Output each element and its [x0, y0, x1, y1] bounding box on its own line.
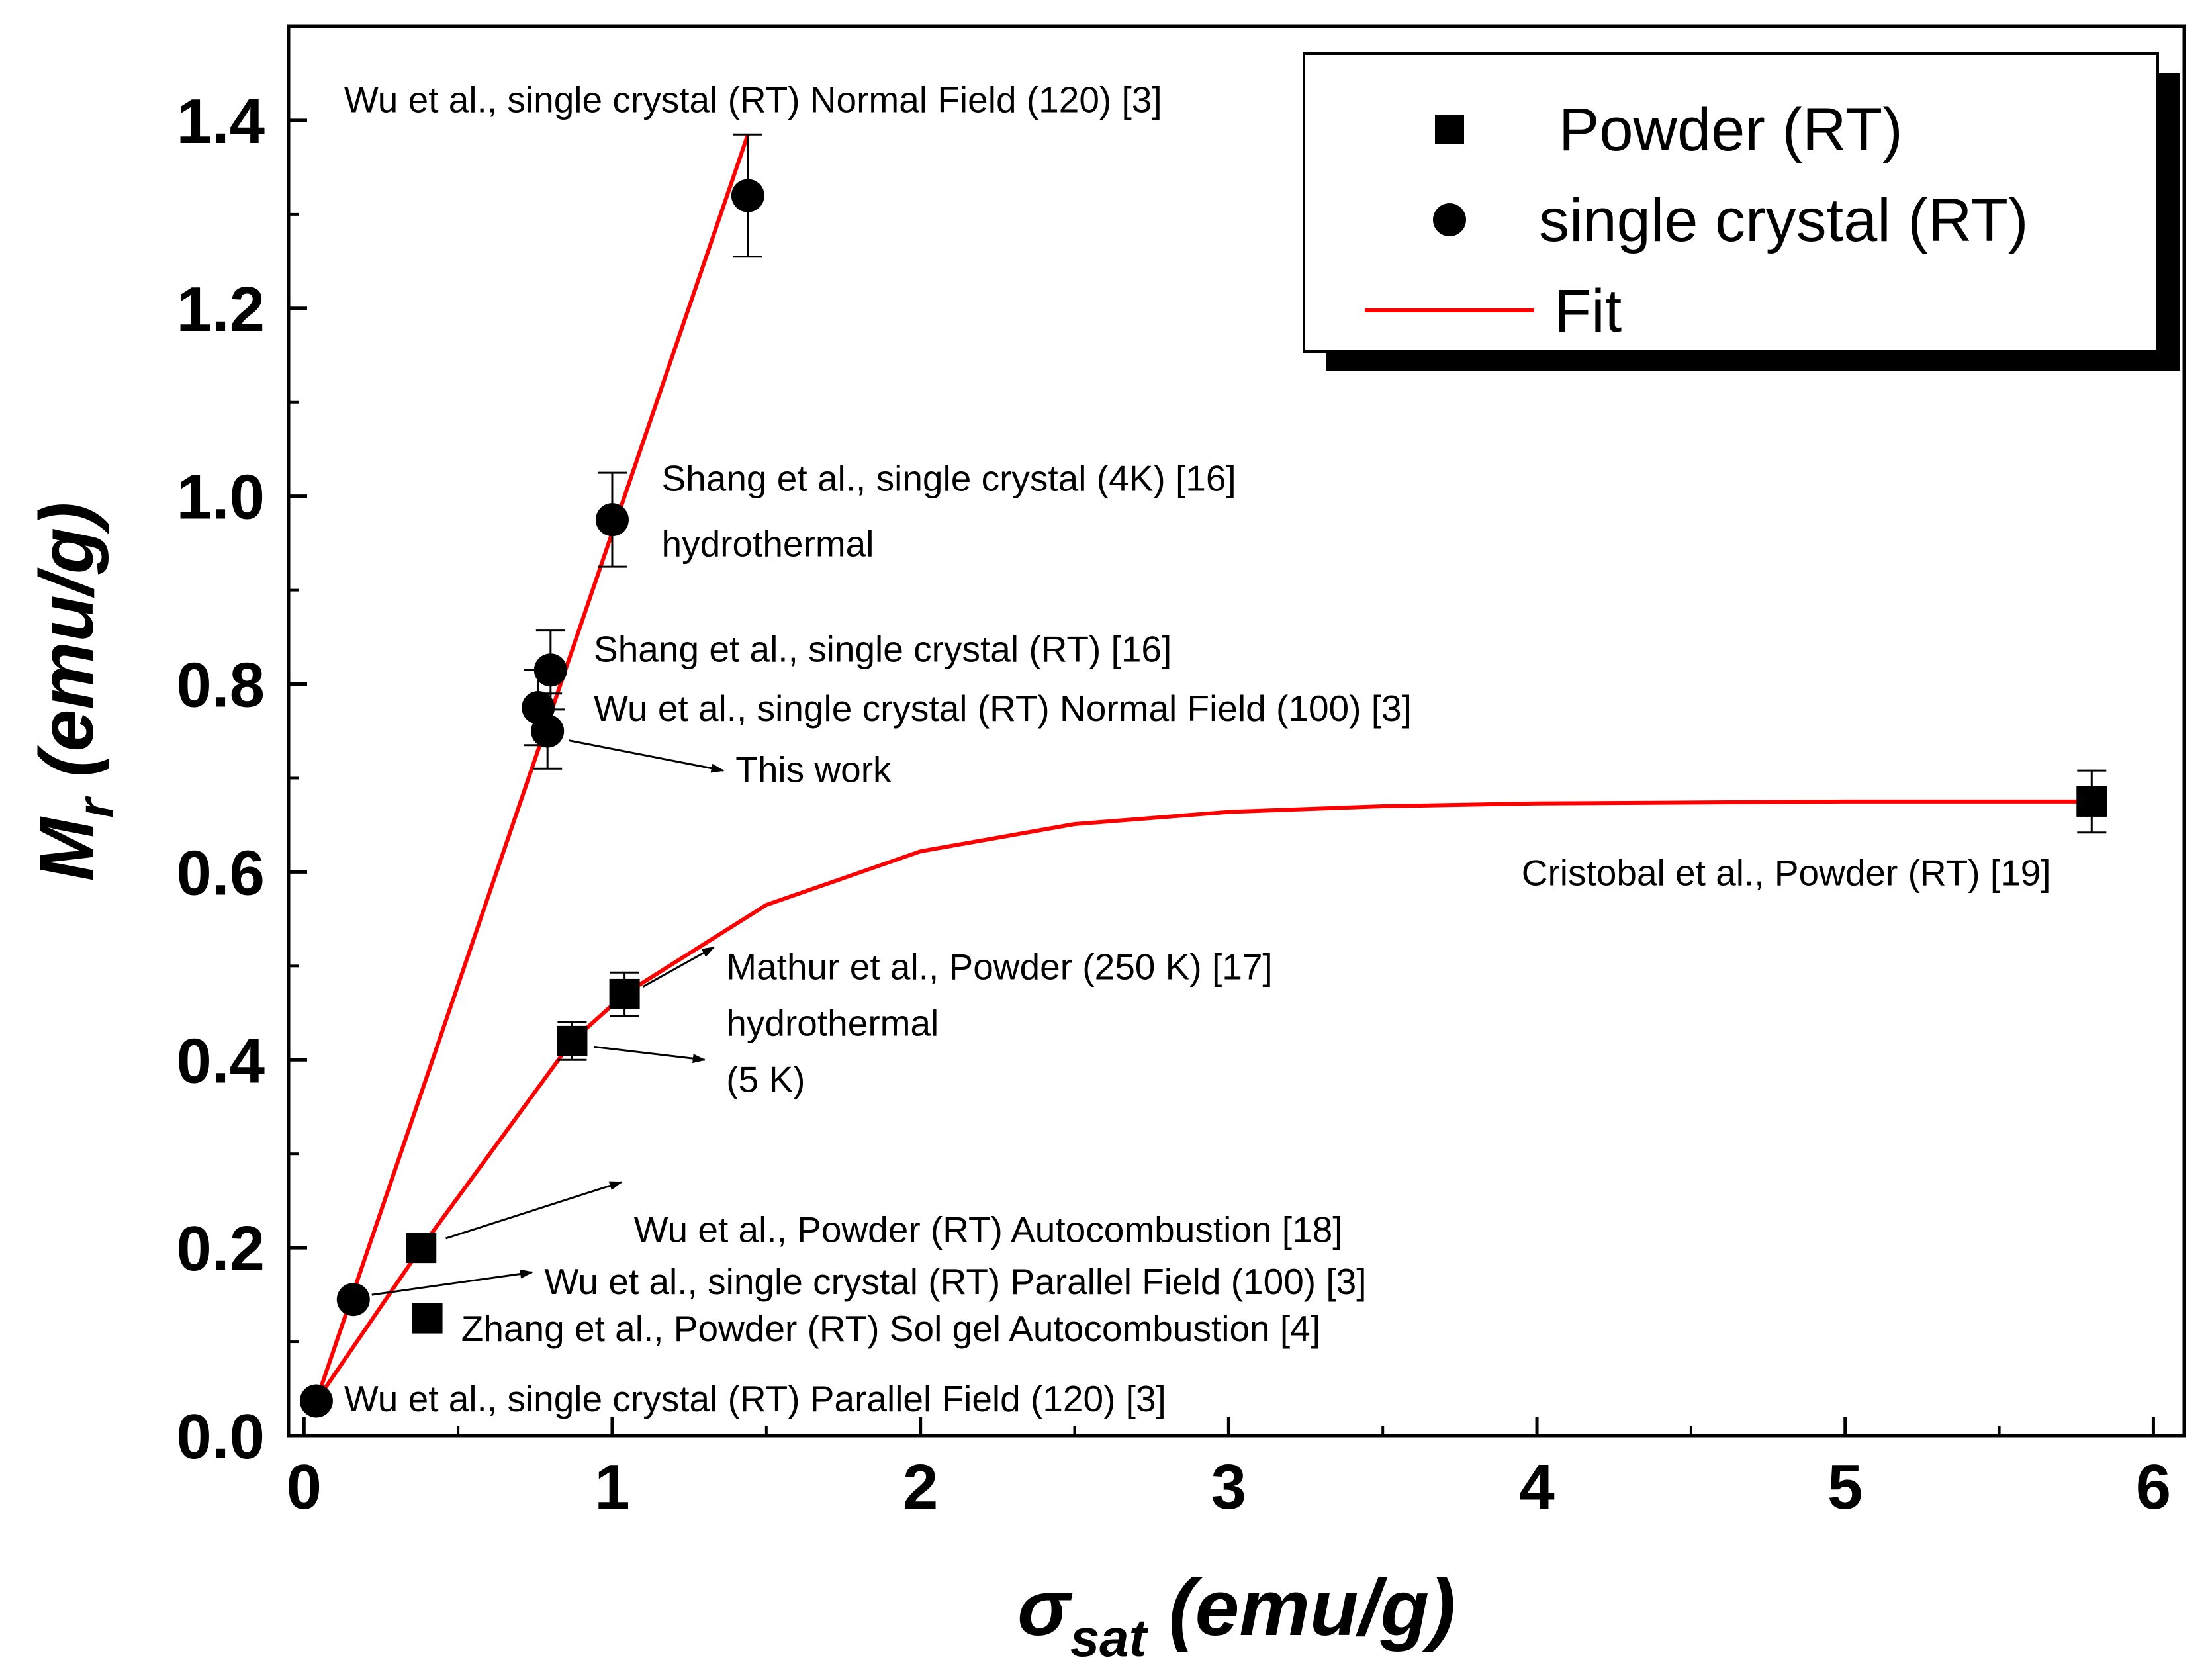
axis-titles: σsat (emu/g) Mr (emu/g) — [24, 502, 1455, 1667]
annotation-label: Shang et al., single crystal (4K) [16] — [661, 457, 1236, 498]
y-tick-label: 0.0 — [177, 1401, 265, 1472]
data-point-circle — [533, 653, 567, 687]
data-point-circle — [299, 1384, 333, 1418]
annotation-label: Wu et al., single crystal (RT) Parallel … — [545, 1261, 1367, 1302]
y-tick-label: 1.0 — [177, 462, 265, 533]
data-point-square — [412, 1303, 443, 1334]
data-point-square — [406, 1233, 437, 1264]
fit-curve — [314, 134, 750, 1402]
x-tick-label: 5 — [1827, 1452, 1863, 1522]
annotation-label: hydrothermal — [726, 1002, 939, 1043]
annotations: Wu et al., single crystal (RT) Normal Fi… — [344, 79, 2051, 1419]
data-point-circle — [595, 503, 629, 537]
data-point-square — [609, 978, 640, 1009]
data-point-square — [2076, 786, 2107, 817]
x-tick-label: 6 — [2136, 1452, 2171, 1522]
annotation-label: Cristobal et al., Powder (RT) [19] — [1522, 852, 2051, 893]
y-tick-label: 0.4 — [177, 1025, 265, 1096]
annotation-arrows — [371, 739, 725, 1296]
legend-label: Fit — [1554, 277, 1622, 345]
annotation-label: hydrothermal — [661, 524, 874, 565]
annotation-arrow — [569, 739, 725, 773]
annotation-label: Zhang et al., Powder (RT) Sol gel Autoco… — [461, 1308, 1320, 1349]
legend: Powder (RT) single crystal (RT) Fit — [1303, 52, 2180, 371]
y-tick-label: 0.8 — [177, 650, 265, 721]
annotation-arrow — [642, 946, 715, 988]
data-points — [299, 133, 2107, 1418]
x-tick-label: 3 — [1211, 1452, 1246, 1522]
legend-label: single crystal (RT) — [1539, 187, 2029, 254]
data-point-circle — [336, 1283, 370, 1317]
legend-label: Powder (RT) — [1559, 96, 1903, 163]
data-point-square — [557, 1025, 588, 1056]
legend-box — [1303, 52, 2159, 353]
annotation-label: Mathur et al., Powder (250 K) [17] — [726, 946, 1272, 987]
axis-ticks: 0 1 2 3 4 5 6 0.0 0.2 0.4 0.6 0.8 1.0 1.2 1.4 — [177, 86, 2172, 1522]
legend-marker-square — [1435, 115, 1464, 144]
y-tick-label: 0.6 — [177, 837, 265, 908]
annotation-label: This work — [735, 749, 892, 790]
annotation-label: Shang et al., single crystal (RT) [16] — [594, 629, 1172, 670]
x-tick-label: 1 — [594, 1452, 629, 1522]
data-point-circle — [731, 179, 764, 212]
annotation-label: Wu et al., single crystal (RT) Normal Fi… — [344, 79, 1162, 120]
annotation-arrow — [445, 1181, 623, 1240]
annotation-label: Wu et al., Powder (RT) Autocombustion [1… — [634, 1209, 1343, 1250]
y-tick-label: 1.4 — [177, 86, 265, 157]
annotation-arrow — [371, 1269, 533, 1296]
x-tick-label: 4 — [1519, 1452, 1554, 1522]
x-axis-title: σsat (emu/g) — [1017, 1563, 1455, 1667]
annotation-label: Wu et al., single crystal (RT) Parallel … — [344, 1378, 1166, 1419]
annotation-arrow — [593, 1045, 706, 1064]
data-point-circle — [531, 714, 565, 748]
annotation-label: (5 K) — [726, 1059, 805, 1100]
plot-frame — [287, 24, 2186, 1438]
y-axis-title: Mr (emu/g) — [24, 502, 124, 882]
x-tick-label: 0 — [287, 1452, 322, 1522]
legend-marker-circle — [1433, 203, 1466, 236]
y-tick-label: 0.2 — [177, 1213, 265, 1284]
annotation-label: Wu et al., single crystal (RT) Normal Fi… — [594, 688, 1412, 729]
y-tick-label: 1.2 — [177, 274, 265, 345]
x-tick-label: 2 — [903, 1452, 938, 1522]
